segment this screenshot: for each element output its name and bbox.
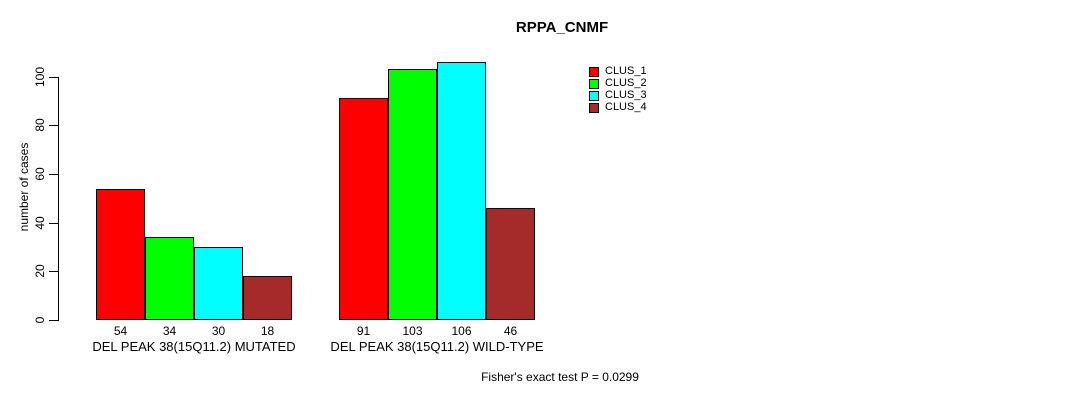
y-axis-line — [58, 77, 59, 321]
legend-label: CLUS_2 — [605, 77, 647, 89]
bar-clus_4 — [486, 208, 535, 320]
y-axis-tick-label: 40 — [33, 216, 47, 230]
y-axis-tick — [49, 271, 58, 272]
legend-label: CLUS_3 — [605, 89, 647, 101]
fisher-test-annotation: Fisher's exact test P = 0.0299 — [481, 370, 639, 384]
legend-label: CLUS_4 — [605, 101, 647, 113]
bar-value-label: 30 — [211, 324, 226, 338]
bar-clus_2 — [145, 237, 194, 320]
y-axis-tick-label: 0 — [33, 316, 47, 324]
legend-label: CLUS_1 — [605, 65, 647, 77]
bar-clus_3 — [437, 62, 486, 320]
y-axis-title: number of cases — [17, 142, 31, 232]
bar-value-label: 46 — [503, 324, 518, 338]
bar-clus_1 — [339, 98, 388, 320]
bar-value-label: 103 — [402, 324, 423, 338]
legend-swatch-clus_3 — [589, 91, 599, 101]
group-label: DEL PEAK 38(15Q11.2) MUTATED — [92, 339, 296, 354]
legend-swatch-clus_4 — [589, 103, 599, 113]
bar-value-label: 34 — [162, 324, 177, 338]
chart-title: RPPA_CNMF — [515, 19, 609, 36]
y-axis-tick-label: 100 — [33, 66, 47, 88]
bar-clus_1 — [96, 189, 145, 320]
y-axis-tick-label: 20 — [33, 264, 47, 278]
y-axis-tick — [49, 223, 58, 224]
legend-swatch-clus_1 — [589, 67, 599, 77]
group-label: DEL PEAK 38(15Q11.2) WILD-TYPE — [330, 339, 544, 354]
y-axis-tick-label: 80 — [33, 118, 47, 132]
y-axis-tick — [49, 174, 58, 175]
bar-clus_4 — [243, 276, 292, 320]
y-axis-tick — [49, 77, 58, 78]
bar-value-label: 54 — [113, 324, 128, 338]
legend-swatch-clus_2 — [589, 79, 599, 89]
bar-clus_2 — [388, 69, 437, 320]
bar-clus_3 — [194, 247, 243, 320]
bar-value-label: 91 — [356, 324, 371, 338]
y-axis-tick — [49, 125, 58, 126]
y-axis-tick-label: 60 — [33, 167, 47, 181]
bar-value-label: 18 — [260, 324, 275, 338]
y-axis-tick — [49, 320, 58, 321]
bar-value-label: 106 — [451, 324, 472, 338]
